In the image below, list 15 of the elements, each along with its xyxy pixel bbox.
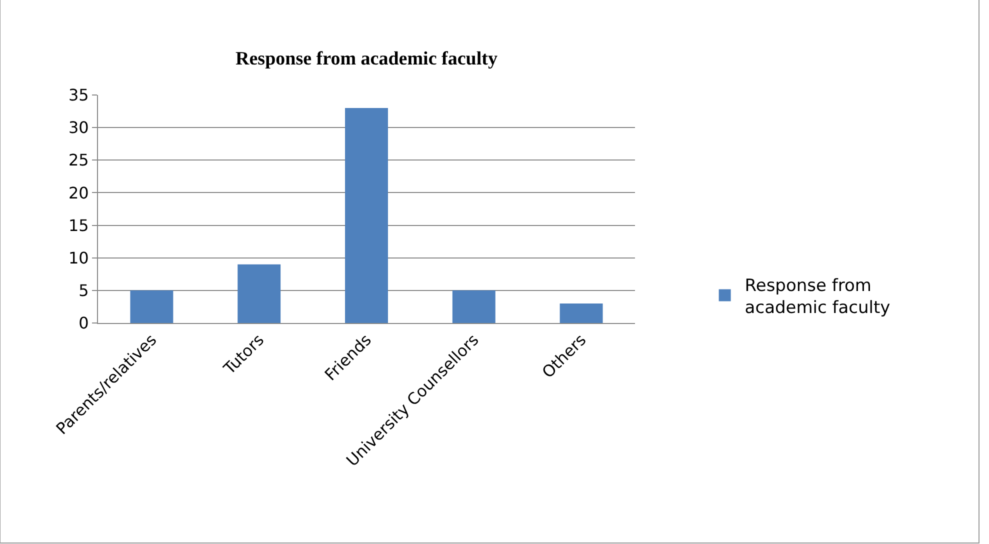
legend-label: Response from academic faculty (744, 276, 890, 318)
bar (238, 264, 281, 323)
y-tick-label: 30 (68, 118, 89, 138)
bar (560, 303, 603, 323)
bar (452, 290, 496, 323)
bar (130, 290, 174, 323)
chart-title: Response from academic faculty (236, 48, 498, 70)
y-tick-label: 5 (78, 281, 89, 300)
y-tick-label: 25 (68, 150, 89, 170)
y-tick-label: 15 (68, 216, 89, 235)
bar (345, 108, 388, 323)
y-tick-label: 0 (78, 314, 89, 333)
y-tick-label: 20 (68, 183, 89, 202)
y-tick-label: 10 (68, 248, 89, 268)
y-tick-label: 35 (68, 86, 89, 105)
